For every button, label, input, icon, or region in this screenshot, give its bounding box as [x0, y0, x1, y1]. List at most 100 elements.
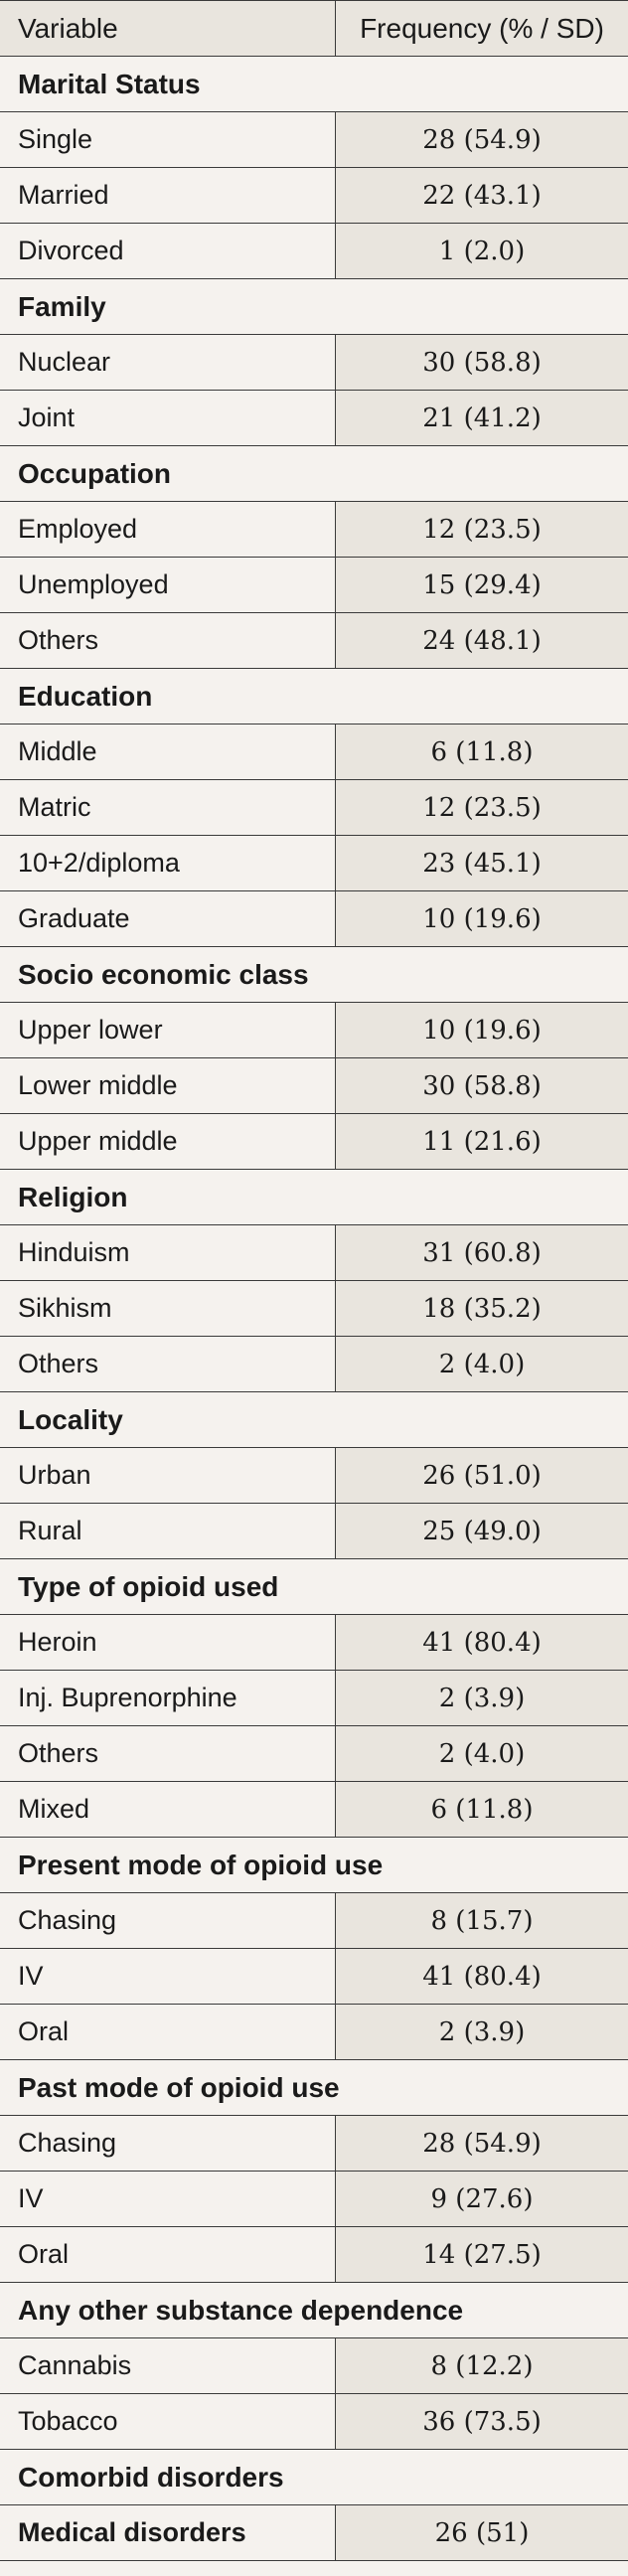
table-row: Joint 21 (41.2): [0, 391, 628, 446]
variable-label: Lower middle: [0, 1058, 336, 1113]
frequency-value: 28 (54.9): [336, 112, 628, 167]
table-row: Matric 12 (23.5): [0, 780, 628, 836]
frequency-value: 25 (49.0): [336, 1504, 628, 1558]
table-row: Oral 2 (3.9): [0, 2005, 628, 2060]
variable-label: Heroin: [0, 1615, 336, 1670]
frequency-value: 31 (60.8): [336, 1225, 628, 1280]
variable-label: Inj. Buprenorphine: [0, 1671, 336, 1725]
variable-label: Upper lower: [0, 1003, 336, 1057]
section-row: Family: [0, 279, 628, 335]
section-title: Family: [0, 279, 628, 334]
section-title: Type of opioid used: [0, 1559, 628, 1614]
frequency-value: 30 (58.8): [336, 335, 628, 390]
table-row: Lower middle 30 (58.8): [0, 1058, 628, 1114]
section-title: Comorbid disorders: [0, 2450, 628, 2504]
frequency-value: 41 (80.4): [336, 1615, 628, 1670]
variable-label: Tobacco: [0, 2394, 336, 2449]
table-row: IV 41 (80.4): [0, 1949, 628, 2005]
frequency-value: 2 (4.0): [336, 1726, 628, 1781]
table-row: Urban 26 (51.0): [0, 1448, 628, 1504]
frequency-value: 26 (51): [336, 2505, 628, 2560]
frequency-value: 6 (11.8): [336, 1782, 628, 1837]
section-title: Locality: [0, 1392, 628, 1447]
variable-label: Divorced: [0, 224, 336, 278]
variable-label: Others: [0, 613, 336, 668]
table-row: Tobacco 36 (73.5): [0, 2394, 628, 2450]
frequency-value: 30 (58.8): [336, 1058, 628, 1113]
frequency-value: 21 (41.2): [336, 391, 628, 445]
section-row: Past mode of opioid use: [0, 2060, 628, 2116]
frequency-value: 2 (3.9): [336, 1671, 628, 1725]
frequency-value: 11 (21.6): [336, 1114, 628, 1169]
table-row: Others 24 (48.1): [0, 613, 628, 669]
frequency-value: 22 (43.1): [336, 168, 628, 223]
frequency-value: 6 (11.8): [336, 724, 628, 779]
variable-label: Graduate: [0, 891, 336, 946]
table-row: Divorced 1 (2.0): [0, 224, 628, 279]
section-title: Marital Status: [0, 57, 628, 111]
table-row: Rural 25 (49.0): [0, 1504, 628, 1559]
table-row: Employed 12 (23.5): [0, 502, 628, 558]
table-row: Cannabis 8 (12.2): [0, 2338, 628, 2394]
frequency-value: 14 (27.5): [336, 2227, 628, 2282]
table-row: Chasing 8 (15.7): [0, 1893, 628, 1949]
table-row: Others 2 (4.0): [0, 1337, 628, 1392]
variable-label: Upper middle: [0, 1114, 336, 1169]
variable-label: Others: [0, 1337, 336, 1391]
variable-label: Married: [0, 168, 336, 223]
variable-label: 10+2/diploma: [0, 836, 336, 890]
table-row: Married 22 (43.1): [0, 168, 628, 224]
variable-label: Matric: [0, 780, 336, 835]
variable-label: Chasing: [0, 1893, 336, 1948]
frequency-value: 10 (19.6): [336, 1003, 628, 1057]
frequency-value: 2 (4.0): [336, 1337, 628, 1391]
section-row: Comorbid disorders: [0, 2450, 628, 2505]
variable-label: Unemployed: [0, 558, 336, 612]
table-row: Middle 6 (11.8): [0, 724, 628, 780]
section-row: Socio economic class: [0, 947, 628, 1003]
variable-label: Chasing: [0, 2116, 336, 2171]
table-row: Oral 14 (27.5): [0, 2227, 628, 2283]
variable-label: Nuclear: [0, 335, 336, 390]
section-title: Past mode of opioid use: [0, 2060, 628, 2115]
frequency-value: 2 (3.9): [336, 2005, 628, 2059]
table-row: Hinduism 31 (60.8): [0, 1225, 628, 1281]
section-row: Locality: [0, 1392, 628, 1448]
table-row: Medical disorders 26 (51): [0, 2505, 628, 2561]
section-title: Socio economic class: [0, 947, 628, 1002]
variable-label: Oral: [0, 2005, 336, 2059]
section-row: Present mode of opioid use: [0, 1838, 628, 1893]
frequency-value: 12 (23.5): [336, 502, 628, 557]
variable-label: Hinduism: [0, 1225, 336, 1280]
variable-label: Cannabis: [0, 2338, 336, 2393]
section-row: Marital Status: [0, 57, 628, 112]
frequency-value: 18 (35.2): [336, 1281, 628, 1336]
section-row: Education: [0, 669, 628, 724]
header-variable: Variable: [0, 1, 336, 56]
frequency-value: 9 (27.6): [336, 2172, 628, 2226]
table-row: 10+2/diploma 23 (45.1): [0, 836, 628, 891]
variable-label: Single: [0, 112, 336, 167]
frequency-value: 41 (80.4): [336, 1949, 628, 2004]
frequency-value: 36 (73.5): [336, 2394, 628, 2449]
variable-label: Urban: [0, 1448, 336, 1503]
section-row: Religion: [0, 1170, 628, 1225]
variable-label: Medical disorders: [0, 2505, 336, 2560]
frequency-value: 15 (29.4): [336, 558, 628, 612]
variable-label: Middle: [0, 724, 336, 779]
section-title: Any other substance dependence: [0, 2283, 628, 2337]
frequency-value: 8 (15.7): [336, 1893, 628, 1948]
section-row: Type of opioid used: [0, 1559, 628, 1615]
variable-label: Others: [0, 1726, 336, 1781]
variable-label: Mixed: [0, 1782, 336, 1837]
section-title: Education: [0, 669, 628, 724]
table-row: Mixed 6 (11.8): [0, 1782, 628, 1838]
section-title: Present mode of opioid use: [0, 1838, 628, 1892]
frequency-value: 23 (45.1): [336, 836, 628, 890]
variable-label: Joint: [0, 391, 336, 445]
table-row: Inj. Buprenorphine 2 (3.9): [0, 1671, 628, 1726]
frequency-value: 8 (12.2): [336, 2338, 628, 2393]
section-row: Any other substance dependence: [0, 2283, 628, 2338]
frequency-value: 1 (2.0): [336, 224, 628, 278]
